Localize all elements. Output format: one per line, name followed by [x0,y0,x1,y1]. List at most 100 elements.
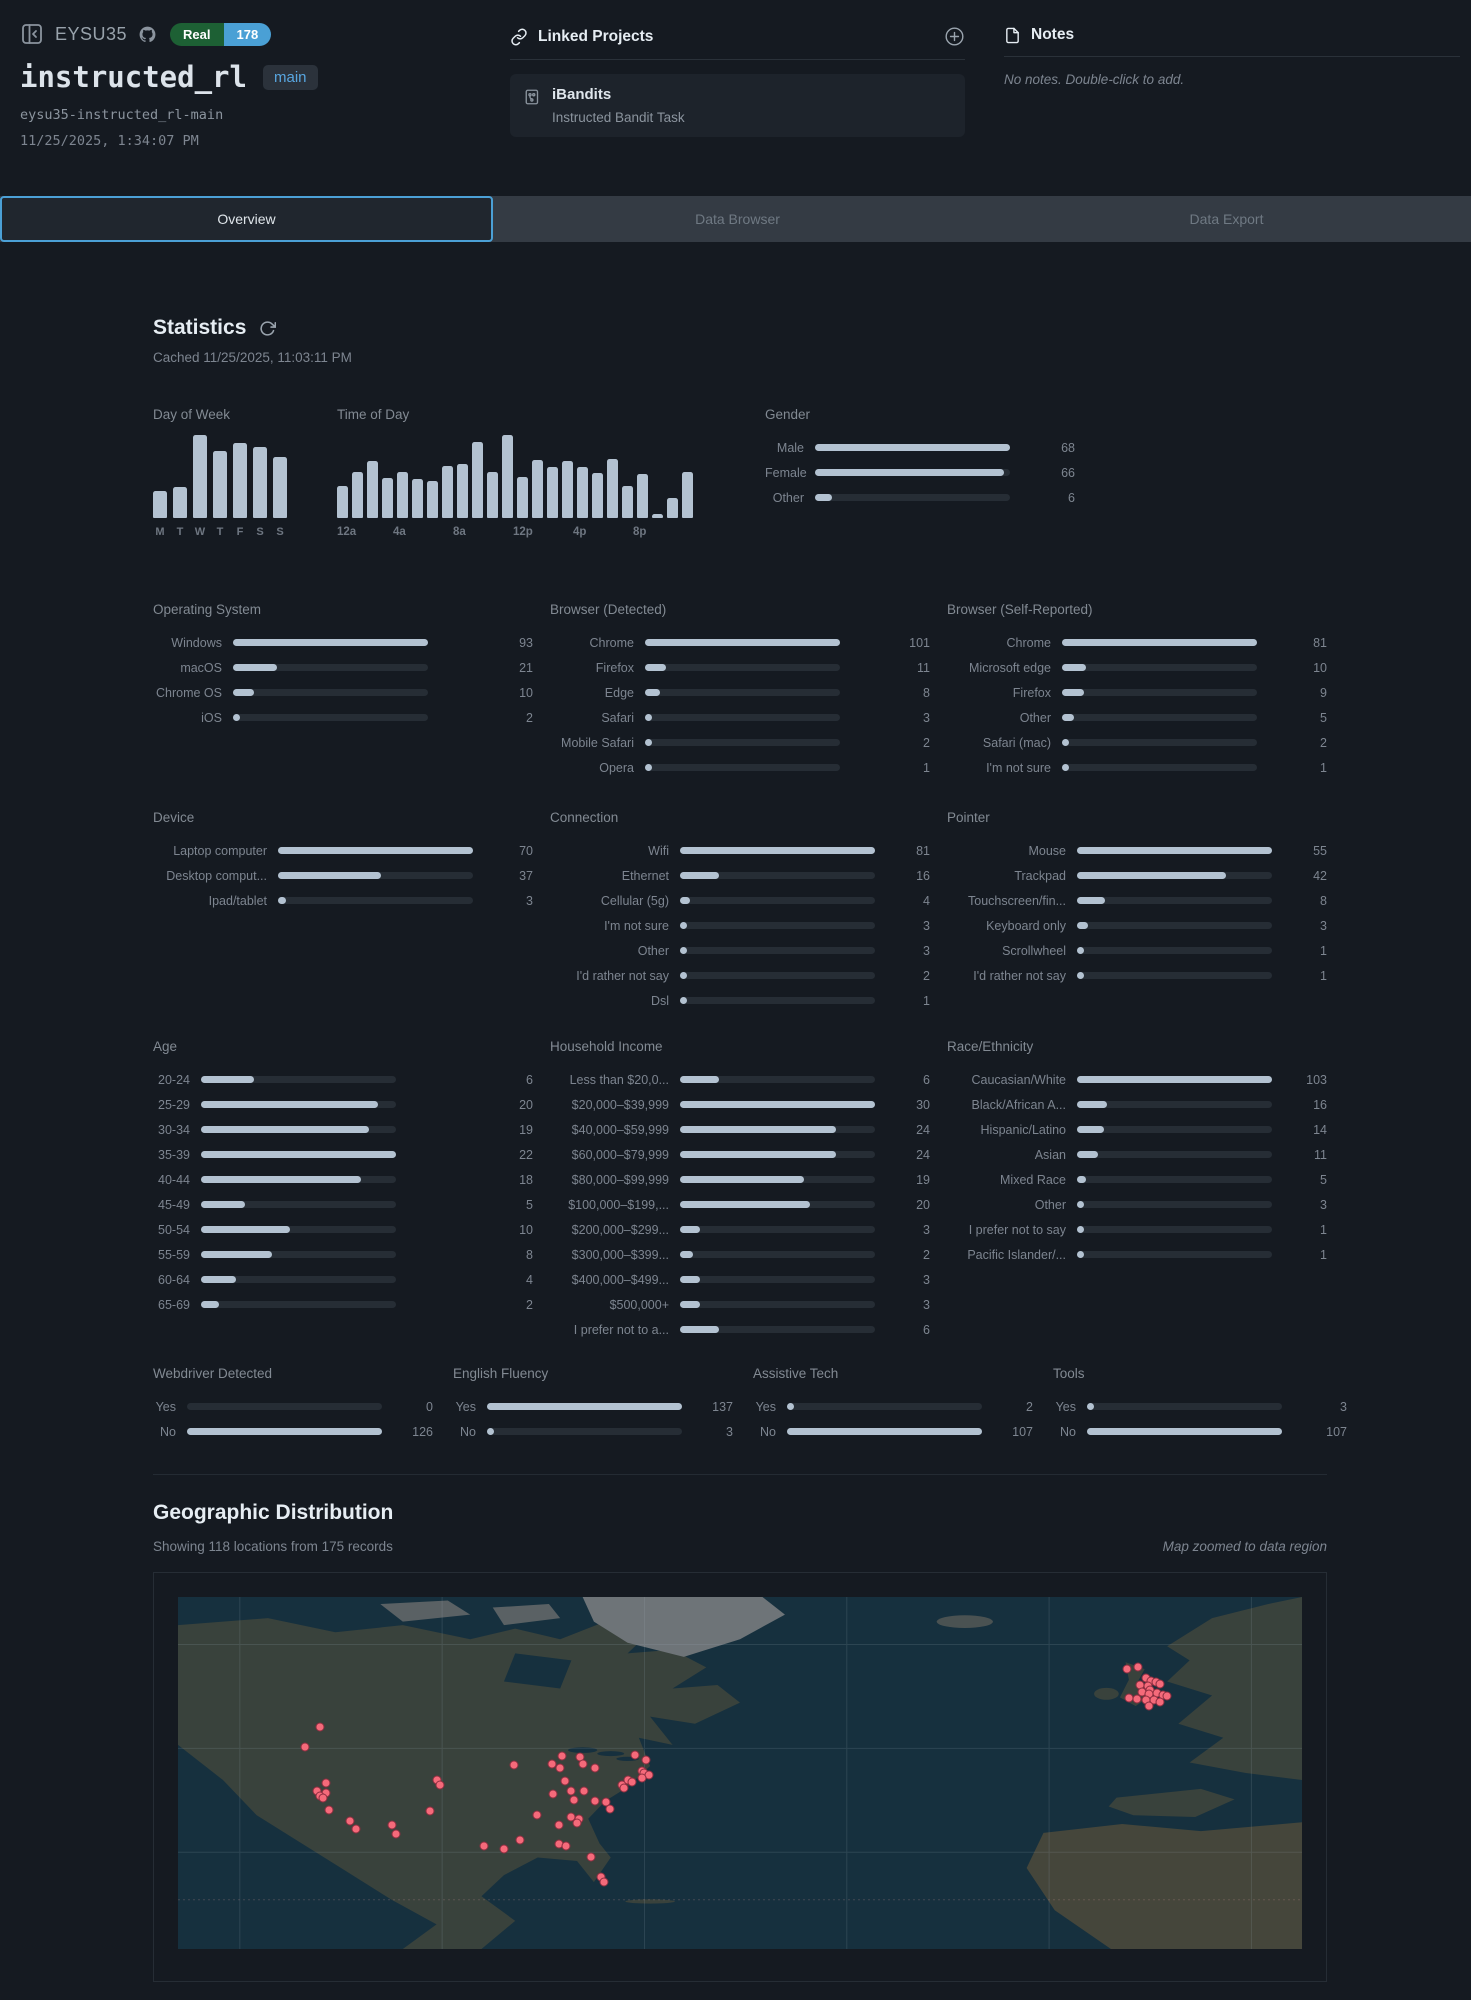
stat-bar-fill [680,1076,719,1083]
stat-bar-fill [815,494,833,501]
stat-value: 16 [1313,1097,1327,1112]
refresh-icon[interactable] [259,320,277,337]
geo-subtitle: Showing 118 locations from 175 records [153,1539,393,1554]
stat-bar-track [1077,872,1272,879]
stat-label: Caucasian/White [971,1072,1067,1087]
stat-value: 2 [1026,1399,1033,1414]
stat-bar-fill [1087,1403,1094,1410]
stat-bar-track [1062,664,1257,671]
stat-label: 40-44 [158,1172,190,1187]
stat-value: 8 [1320,893,1327,908]
stat-bar-track [201,1226,396,1233]
map-point [1133,1662,1143,1672]
stat-bar-track [1077,1201,1272,1208]
map-point [560,1776,570,1786]
study-id: EYSU35 [55,23,128,44]
stat-value: 81 [1313,635,1327,650]
axis-label: M [155,526,165,538]
stat-value: 2 [923,968,930,983]
stat-bar-track [201,1176,396,1183]
stat-bar-row: 20-24 6 [153,1067,533,1092]
notes-title: Notes [1031,26,1075,43]
stat-bar-track [233,714,428,721]
link-icon [510,28,528,46]
stat-bar-track [645,639,840,646]
stat-label: $40,000–$59,999 [571,1122,669,1137]
stat-value: 9 [1320,685,1327,700]
stat-bar-fill [645,739,652,746]
axis-label: 12a [337,526,357,538]
map-point [499,1844,509,1854]
stat-bar-track [201,1276,396,1283]
stat-bar-track [815,469,1010,476]
stat-bar-track [487,1428,682,1435]
stat-bar-fill [680,1326,719,1333]
geo-title: Geographic Distribution [153,1501,394,1524]
stat-label: Other [1034,1197,1066,1212]
pointer-chart: Pointer Mouse 55 Trackpad 42 Touchscreen/fin.… [947,810,1327,1013]
stat-value: 11 [1314,1147,1327,1162]
stat-bar-row: Male 68 [765,435,1075,460]
stat-bar-row: 40-44 18 [153,1167,533,1192]
day-of-week-chart: Day of Week M T W T F S S [153,407,299,542]
stat-bar-row: Other 3 [947,1192,1327,1217]
stat-value: 2 [526,1297,533,1312]
stat-bar-track [1062,739,1257,746]
notes-empty-text[interactable]: No notes. Double-click to add. [1004,72,1185,87]
tab-overview[interactable]: Overview [0,196,493,242]
stat-label: Chrome [1006,635,1051,650]
stat-label: 45-49 [158,1197,190,1212]
stat-value: 22 [519,1147,533,1162]
stat-bar-fill [1077,972,1084,979]
stat-bar-track [787,1428,982,1435]
stat-bar-row: Windows 93 [153,630,533,655]
webdriver-detected-chart: Webdriver Detected Yes 0 No 126 [153,1366,433,1444]
stat-bar-fill [233,639,428,646]
stat-bar-track [680,1076,875,1083]
stat-bar-fill [680,947,688,954]
map-point [387,1820,397,1830]
chart-group-title: Pointer [947,810,990,825]
real-badge: Real [170,22,224,46]
stat-bar-track [680,1201,875,1208]
stat-value: 93 [519,635,533,650]
stat-bar-row: Ipad/tablet 3 [153,888,533,913]
map-point [425,1806,435,1816]
stat-label: Keyboard only [986,918,1066,933]
stat-bar-fill [787,1428,982,1435]
chart-group-title: Device [153,810,195,825]
stat-bar-row: Ethernet 16 [550,863,930,888]
github-icon[interactable] [138,25,157,44]
sidebar-collapse-icon[interactable] [20,22,44,46]
map-point [1132,1694,1142,1704]
stat-value: 1 [1320,1222,1327,1237]
stat-bar-track [680,1251,875,1258]
stat-label: Windows [171,635,222,650]
stat-bar-track [680,1101,875,1108]
stat-value: 3 [1340,1399,1347,1414]
tab-data-export[interactable]: Data Export [1189,211,1264,227]
stat-bar-track [1077,897,1272,904]
linked-project-card[interactable]: iBandits Instructed Bandit Task [510,74,965,137]
stat-value: 10 [519,685,533,700]
stat-bar-fill [645,689,661,696]
geographic-map[interactable] [178,1597,1302,1949]
add-linked-project-button[interactable] [944,26,965,47]
stat-bar-row: No 107 [753,1419,1033,1444]
bar [472,442,483,518]
stat-label: $80,000–$99,999 [571,1172,669,1187]
stat-bar-row: Asian 11 [947,1142,1327,1167]
stat-label: $20,000–$39,999 [571,1097,669,1112]
stat-label: Microsoft edge [969,660,1051,675]
branch-badge[interactable]: main [262,64,318,90]
stat-bar-fill [201,1126,370,1133]
stat-value: 6 [526,1072,533,1087]
stat-bar-fill [201,1076,255,1083]
stat-bar-row: Chrome 101 [550,630,930,655]
map-point [479,1841,489,1850]
stat-bar-row: Other 5 [947,705,1327,730]
tab-data-browser[interactable]: Data Browser [695,211,780,227]
map-point [435,1780,445,1790]
stat-value: 107 [1326,1424,1347,1439]
bar [153,491,167,518]
